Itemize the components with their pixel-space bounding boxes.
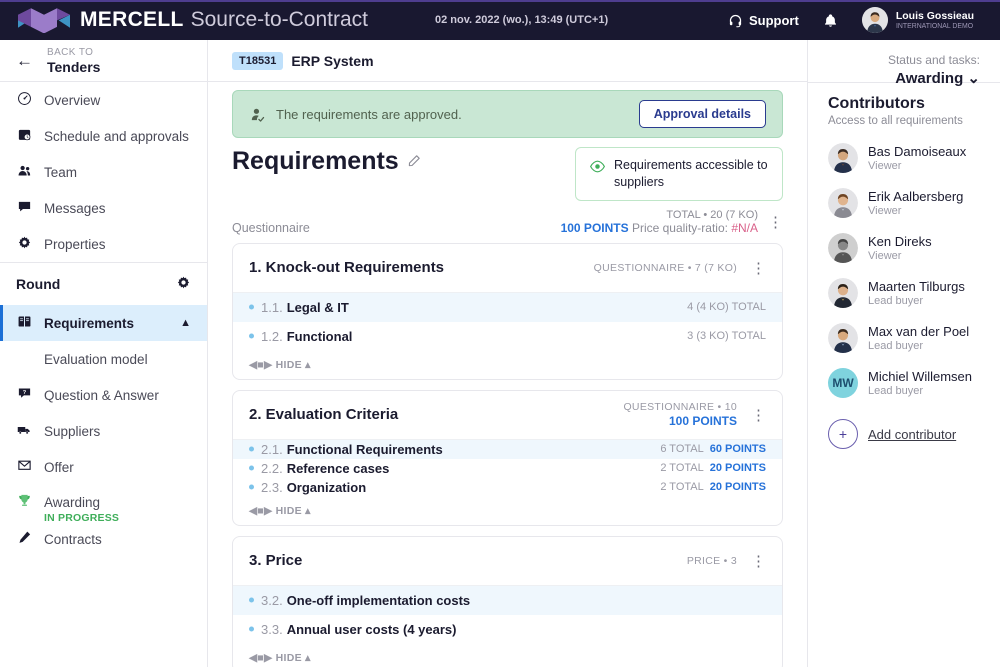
svg-text:?: ?	[22, 390, 26, 396]
